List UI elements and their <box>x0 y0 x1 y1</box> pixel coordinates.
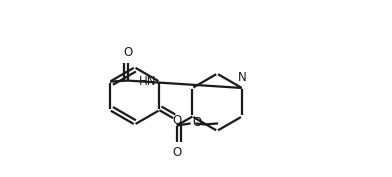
Text: O: O <box>172 146 181 159</box>
Text: O: O <box>123 46 132 59</box>
Text: N: N <box>238 71 247 84</box>
Text: O: O <box>172 114 181 127</box>
Text: HN: HN <box>139 75 157 88</box>
Text: O: O <box>192 116 201 129</box>
